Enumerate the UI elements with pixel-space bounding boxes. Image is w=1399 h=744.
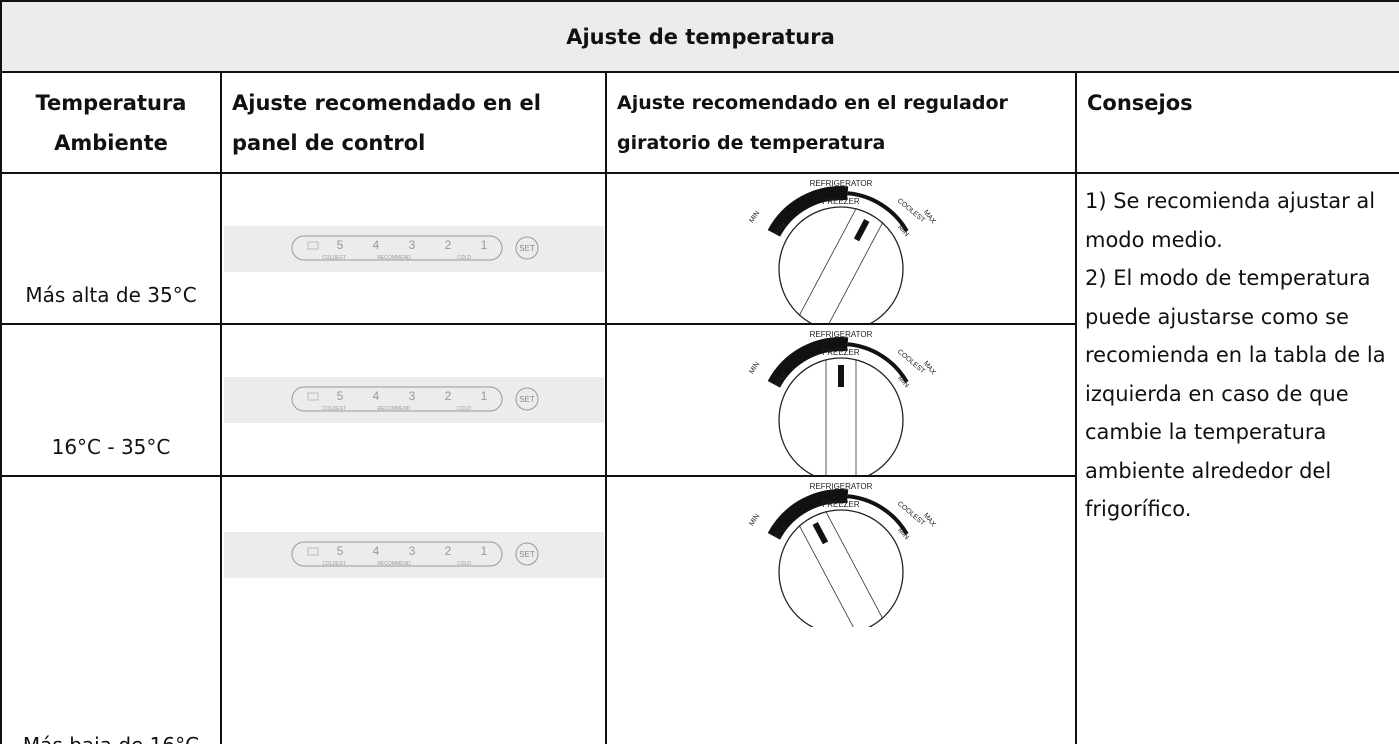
panel-icon — [307, 241, 318, 249]
dial-pointer — [798, 510, 884, 627]
dial-band — [767, 337, 849, 388]
dial-pointer — [798, 207, 884, 324]
column-header: Consejos — [1075, 71, 1399, 174]
pointer-line — [825, 510, 884, 620]
set-button — [515, 387, 538, 411]
dial-label: MIN — [748, 209, 761, 224]
column-header: Ajuste recomendado en el panel de contro… — [220, 71, 607, 174]
dial-knob — [778, 205, 904, 324]
panel-pill — [291, 235, 502, 260]
panel-icon — [307, 392, 318, 401]
dial-label: MIN — [748, 361, 761, 376]
panel-number: 3 — [408, 389, 415, 403]
panel-label: COLDEST — [322, 255, 346, 261]
control-panel: 5 4 3 2 1 COLDEST RECOMMEND COLD SET — [223, 532, 604, 578]
panel-cell: 5 4 3 2 1 COLDEST RECOMMEND COLD SET — [220, 172, 607, 325]
dial-knob — [778, 509, 904, 627]
panel-number: 3 — [408, 238, 415, 252]
dial-band — [847, 494, 909, 536]
dial-label: REFRIGERATOR — [810, 179, 873, 188]
dial-label: MIN — [896, 223, 910, 237]
panel-label: RECOMMEND — [377, 255, 411, 261]
dial: REFRIGERATORFREEZERMINCOLDESTMAXCOOLESTM… — [748, 482, 937, 627]
pointer-line — [798, 207, 857, 316]
panel-label: RECOMMEND — [377, 561, 411, 567]
pointer-mark — [853, 218, 870, 241]
ambient-cell: Más baja de 16°C — [0, 475, 222, 744]
pointer-line — [798, 524, 857, 627]
panel-number: 2 — [444, 238, 451, 252]
dial: REFRIGERATORFREEZERMINCOLDESTMAXCOOLESTM… — [748, 330, 937, 475]
panel-number: 1 — [480, 544, 487, 558]
control-panel: 5 4 3 2 1 COLDEST RECOMMEND COLD SET — [223, 377, 604, 423]
dial-band — [847, 190, 909, 232]
set-label: SET — [519, 244, 535, 253]
panel-number: 4 — [372, 544, 379, 558]
dial-label: FREEZER — [822, 348, 860, 357]
dial-pointer — [825, 359, 857, 475]
ambient-cell: Más alta de 35°C — [0, 172, 222, 325]
ambient-cell: 16°C - 35°C — [0, 323, 222, 477]
panel-face — [223, 532, 604, 578]
tip: 1) Se recomienda ajustar al modo medio. — [1085, 189, 1376, 252]
dial-label: MIN — [896, 527, 910, 541]
dial: REFRIGERATORFREEZERMINCOLDESTMAXCOOLESTM… — [748, 179, 937, 324]
set-label: SET — [519, 395, 535, 404]
panel-number: 2 — [444, 389, 451, 403]
panel-number: 5 — [336, 389, 343, 403]
dial-label: FREEZER — [822, 197, 860, 206]
set-button — [515, 542, 538, 566]
dial-label: MIN — [748, 513, 761, 528]
panel-cell: 5 4 3 2 1 COLDEST RECOMMEND COLD SET — [220, 323, 607, 477]
dial-label: FREEZER — [822, 500, 860, 509]
panel-number: 1 — [480, 238, 487, 252]
panel-face — [223, 225, 604, 272]
panel-pill — [291, 386, 502, 412]
dial-cell: REFRIGERATOR FREEZER MIN COLDEST MAX COOLEST M… — [605, 323, 1077, 477]
panel-number: 5 — [336, 238, 343, 252]
set-button — [515, 236, 538, 259]
panel-icon — [307, 547, 318, 556]
panel-cell: 5 4 3 2 1 COLDEST RECOMMEND COLD SET — [220, 475, 607, 744]
panel-number: 1 — [480, 389, 487, 403]
dial-band — [847, 342, 909, 384]
panel-number: 5 — [336, 544, 343, 558]
panel-label: COLDEST — [322, 561, 346, 567]
panel-label: COLDEST — [322, 406, 346, 412]
dial-band — [767, 185, 849, 237]
dial-label: REFRIGERATOR — [810, 482, 873, 491]
panel-pill — [291, 541, 502, 567]
pointer-mark — [812, 522, 829, 545]
column-header: Temperatura Ambiente — [0, 71, 222, 174]
dial-label: MIN — [896, 375, 910, 389]
panel-label: COLD — [457, 255, 471, 261]
dial-knob — [778, 357, 904, 475]
panel-number: 4 — [372, 389, 379, 403]
tips-cell: 1) Se recomienda ajustar al modo medio. … — [1075, 172, 1399, 744]
control-panel: 5 4 3 2 1 COLDEST RECOMMEND COLD SET — [223, 225, 604, 272]
dial-band — [767, 489, 849, 540]
pointer-mark — [838, 365, 844, 387]
panel-number: 3 — [408, 544, 415, 558]
panel-number: 2 — [444, 544, 451, 558]
panel-number: 4 — [372, 238, 379, 252]
set-label: SET — [519, 550, 535, 559]
panel-label: COLD — [457, 406, 471, 412]
panel-label: RECOMMEND — [377, 406, 411, 412]
panel-label: COLD — [457, 561, 471, 567]
table-title: Ajuste de temperatura — [0, 0, 1399, 73]
panel-face — [223, 377, 604, 423]
pointer-line — [825, 221, 884, 324]
tip: 2) El modo de temperatura puede ajustars… — [1085, 266, 1386, 521]
dial-label: REFRIGERATOR — [810, 330, 873, 339]
dial-cell: REFRIGERATOR FREEZER MIN COLDEST MAX COOLEST M… — [605, 172, 1077, 325]
column-header: Ajuste recomendado en el regulador girat… — [605, 71, 1077, 174]
dial-cell: REFRIGERATOR FREEZER MIN COLDEST MAX COOLEST M… — [605, 475, 1077, 744]
